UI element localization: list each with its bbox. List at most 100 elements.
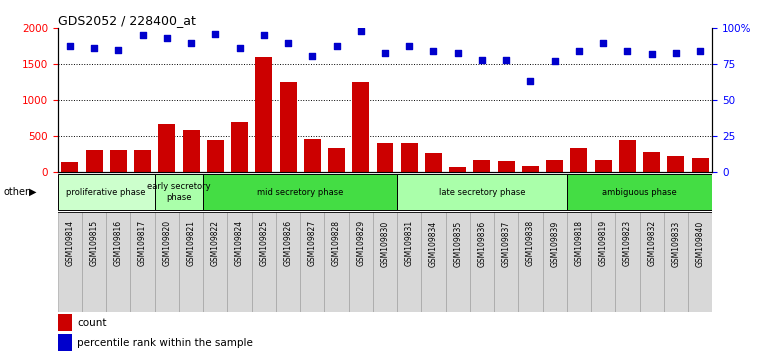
Text: GSM109838: GSM109838: [526, 220, 535, 267]
Bar: [400, 143, 417, 172]
FancyBboxPatch shape: [155, 212, 179, 312]
Bar: [62, 162, 79, 172]
Bar: [546, 160, 563, 172]
FancyBboxPatch shape: [664, 212, 688, 312]
FancyBboxPatch shape: [130, 212, 155, 312]
Point: [282, 40, 294, 46]
Point: [524, 79, 537, 84]
Point: [379, 50, 391, 56]
Bar: [522, 166, 539, 172]
FancyBboxPatch shape: [543, 212, 567, 312]
Point: [136, 33, 149, 38]
Text: count: count: [77, 318, 107, 327]
FancyBboxPatch shape: [373, 212, 397, 312]
Point: [427, 48, 440, 54]
Point: [500, 57, 512, 63]
FancyBboxPatch shape: [106, 212, 130, 312]
FancyBboxPatch shape: [252, 212, 276, 312]
Text: GSM109836: GSM109836: [477, 220, 487, 267]
Text: GSM109828: GSM109828: [332, 220, 341, 266]
Text: GSM109821: GSM109821: [186, 220, 196, 266]
Point: [403, 43, 415, 48]
Text: GSM109830: GSM109830: [380, 220, 390, 267]
Bar: [182, 130, 199, 172]
Point: [694, 48, 706, 54]
Bar: [58, 314, 72, 331]
FancyBboxPatch shape: [494, 212, 518, 312]
Text: ambiguous phase: ambiguous phase: [602, 188, 677, 196]
Point: [64, 43, 76, 48]
Text: GSM109817: GSM109817: [138, 220, 147, 267]
Text: GSM109814: GSM109814: [65, 220, 75, 267]
Text: GSM109829: GSM109829: [357, 220, 365, 267]
Bar: [159, 124, 176, 172]
Point: [597, 40, 609, 46]
Text: GSM109824: GSM109824: [235, 220, 244, 267]
FancyBboxPatch shape: [276, 212, 300, 312]
Point: [621, 48, 634, 54]
Point: [548, 58, 561, 64]
Bar: [691, 158, 708, 172]
Bar: [643, 152, 660, 172]
FancyBboxPatch shape: [567, 174, 712, 210]
FancyBboxPatch shape: [640, 212, 664, 312]
Point: [306, 53, 319, 58]
FancyBboxPatch shape: [179, 212, 203, 312]
Bar: [134, 150, 151, 172]
Point: [258, 33, 270, 38]
FancyBboxPatch shape: [324, 212, 349, 312]
Point: [645, 51, 658, 57]
Bar: [353, 82, 370, 172]
FancyBboxPatch shape: [567, 212, 591, 312]
Text: GSM109823: GSM109823: [623, 220, 632, 267]
Text: late secretory phase: late secretory phase: [439, 188, 525, 196]
Point: [476, 57, 488, 63]
Text: GSM109835: GSM109835: [454, 220, 462, 267]
Bar: [110, 150, 127, 172]
FancyBboxPatch shape: [203, 212, 227, 312]
Text: GDS2052 / 228400_at: GDS2052 / 228400_at: [58, 14, 196, 27]
FancyBboxPatch shape: [397, 212, 421, 312]
Bar: [304, 139, 321, 172]
Text: GSM109831: GSM109831: [405, 220, 413, 267]
Text: percentile rank within the sample: percentile rank within the sample: [77, 337, 253, 348]
Text: GSM109820: GSM109820: [162, 220, 172, 267]
Bar: [571, 148, 588, 172]
Text: proliferative phase: proliferative phase: [66, 188, 146, 196]
FancyBboxPatch shape: [349, 212, 373, 312]
Bar: [207, 140, 224, 172]
FancyBboxPatch shape: [58, 174, 155, 210]
Point: [355, 28, 367, 34]
Bar: [58, 335, 72, 350]
Text: GSM109832: GSM109832: [647, 220, 656, 267]
Bar: [449, 167, 466, 172]
Point: [670, 50, 682, 56]
Text: GSM109822: GSM109822: [211, 220, 219, 266]
Bar: [328, 148, 345, 172]
Point: [330, 43, 343, 48]
Text: GSM109833: GSM109833: [671, 220, 681, 267]
FancyBboxPatch shape: [227, 212, 252, 312]
Point: [185, 40, 197, 46]
FancyBboxPatch shape: [397, 174, 567, 210]
FancyBboxPatch shape: [446, 212, 470, 312]
Text: GSM109834: GSM109834: [429, 220, 438, 267]
FancyBboxPatch shape: [615, 212, 640, 312]
Point: [573, 48, 585, 54]
Point: [451, 50, 464, 56]
FancyBboxPatch shape: [470, 212, 494, 312]
Bar: [668, 156, 685, 172]
Text: mid secretory phase: mid secretory phase: [257, 188, 343, 196]
Text: GSM109840: GSM109840: [695, 220, 705, 267]
FancyBboxPatch shape: [591, 212, 615, 312]
Text: GSM109815: GSM109815: [89, 220, 99, 267]
Text: GSM109839: GSM109839: [551, 220, 559, 267]
Point: [161, 35, 173, 41]
FancyBboxPatch shape: [300, 212, 324, 312]
Bar: [497, 161, 514, 172]
Text: other: other: [4, 187, 30, 197]
Text: early secretory
phase: early secretory phase: [147, 182, 211, 202]
Point: [112, 47, 125, 53]
Text: GSM109818: GSM109818: [574, 220, 584, 266]
Point: [88, 46, 100, 51]
